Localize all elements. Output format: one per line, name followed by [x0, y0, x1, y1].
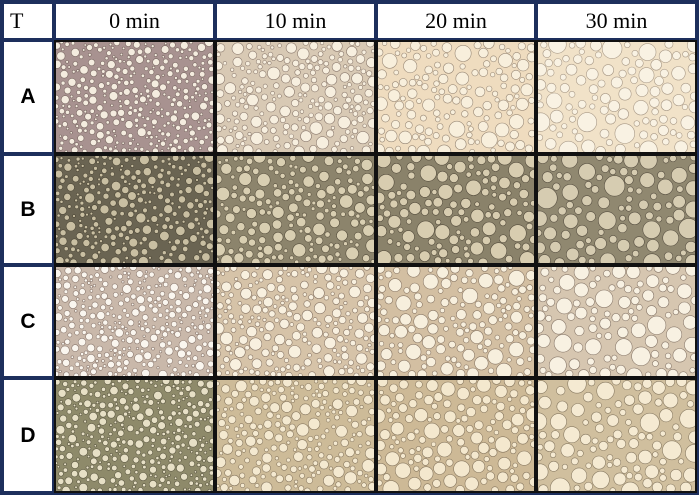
row-label-b: B: [2, 154, 54, 265]
micrograph-d-30min: [536, 378, 697, 493]
micrograph-d-10min: [215, 378, 376, 493]
corner-label: T: [2, 2, 54, 40]
micrograph-a-20min: [376, 40, 536, 154]
column-header-0min: 0 min: [54, 2, 215, 40]
micrograph-a-10min: [215, 40, 376, 154]
micrograph-b-10min: [215, 154, 376, 265]
column-header-10min: 10 min: [215, 2, 376, 40]
row-label-d: D: [2, 378, 54, 493]
micrograph-c-10min: [215, 265, 376, 378]
micrograph-c-30min: [536, 265, 697, 378]
column-header-30min: 30 min: [536, 2, 697, 40]
micrograph-a-0min: [54, 40, 215, 154]
column-header-20min: 20 min: [376, 2, 536, 40]
row-label-c: C: [2, 265, 54, 378]
micrograph-a-30min: [536, 40, 697, 154]
micrograph-d-0min: [54, 378, 215, 493]
micrograph-b-0min: [54, 154, 215, 265]
micrograph-b-20min: [376, 154, 536, 265]
micrograph-b-30min: [536, 154, 697, 265]
micrograph-c-20min: [376, 265, 536, 378]
row-label-a: A: [2, 40, 54, 154]
micrograph-d-20min: [376, 378, 536, 493]
micrograph-c-0min: [54, 265, 215, 378]
